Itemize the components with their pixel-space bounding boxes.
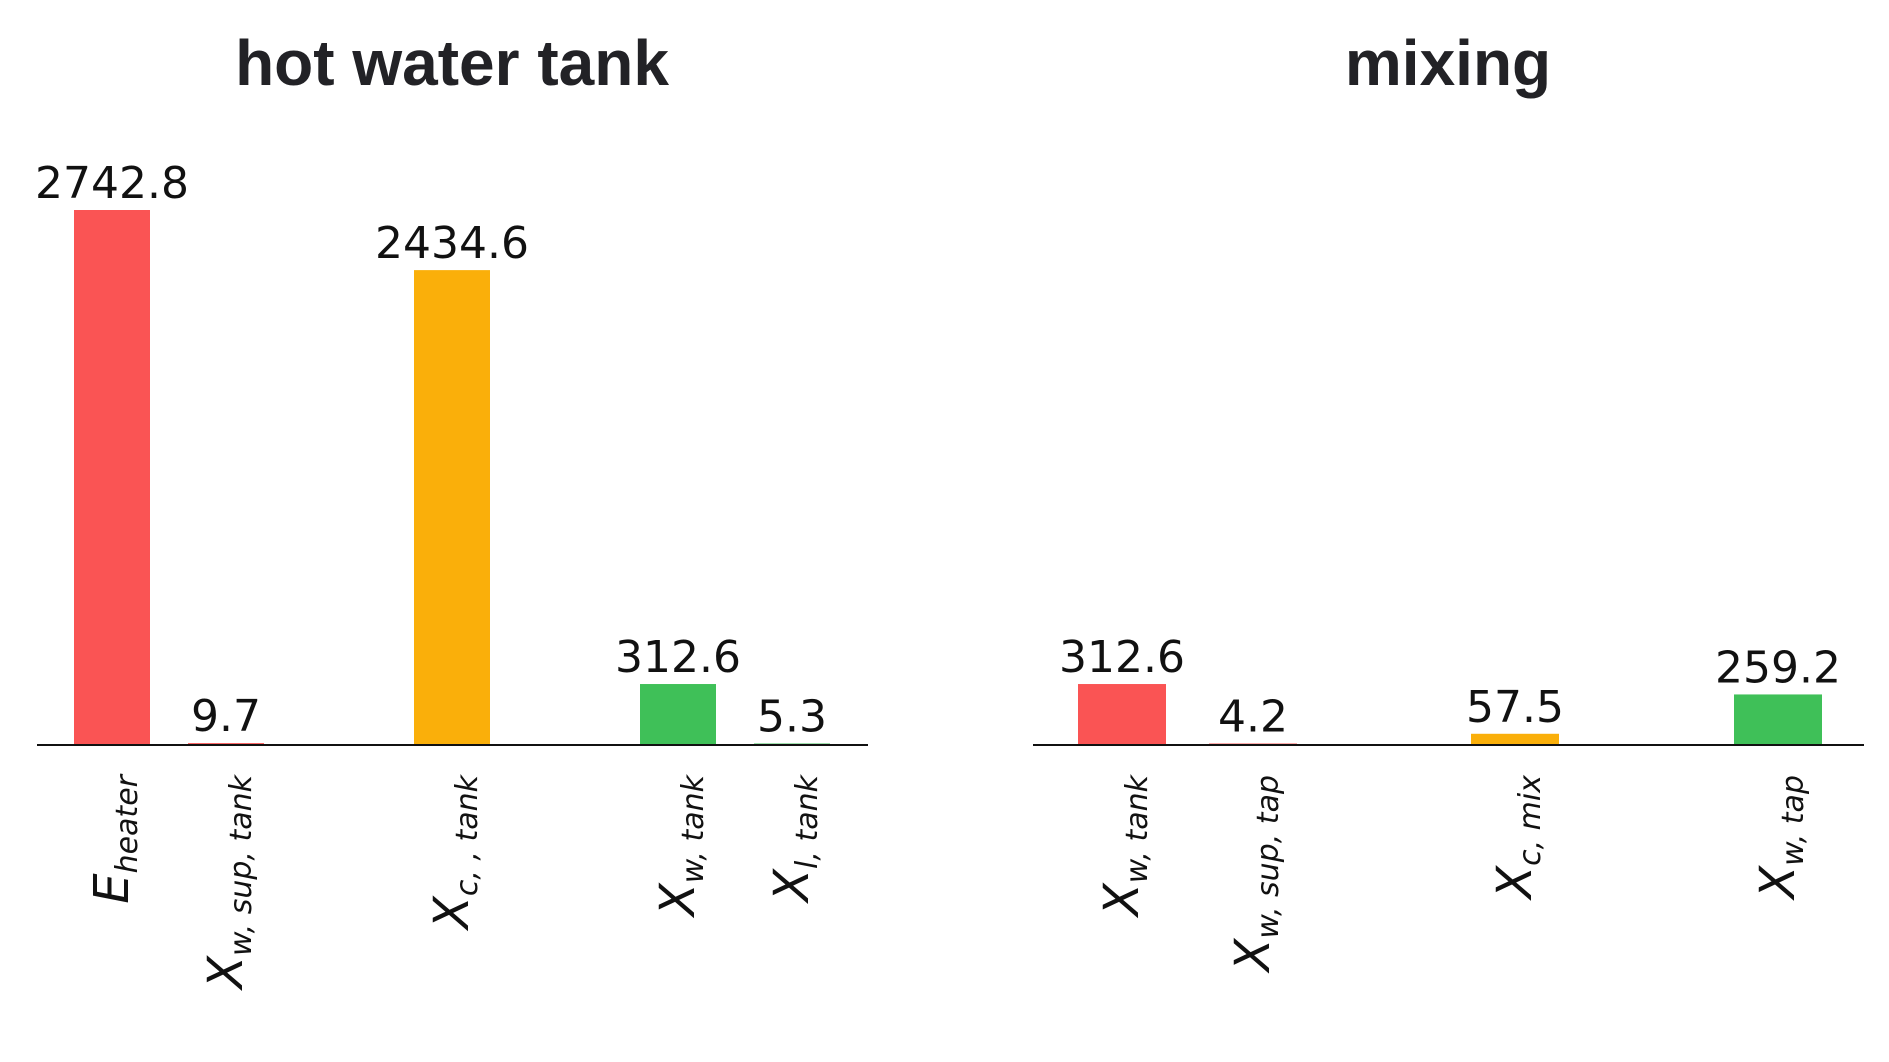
value-label: 5.3 [757,692,827,743]
value-label: 312.6 [1059,632,1185,683]
bars-group: 2742.8 Eheater 9.7 Xw, sup, tank 2434.6 Xc, ,… [35,158,830,992]
tick-label-main: E [84,873,140,904]
bar-e-heater [74,210,150,745]
tick-label: Xc, mix [1487,775,1548,902]
bar-x-w-tank [640,684,716,745]
tick-label: Xc, , tank [424,773,485,932]
panel-title: hot water tank [235,27,669,99]
value-label: 312.6 [615,632,741,683]
tick-label: Xw, tap [1750,775,1811,902]
tick-label-sub: c, mix [1513,775,1548,866]
tick-label: Eheater [84,773,145,903]
panel-title: mixing [1345,27,1551,99]
tick-label-main: X [1094,882,1150,919]
tick-label-main: X [1750,865,1806,902]
tick-label-sub: heater [110,773,145,873]
tick-label-sub: w, tap [1776,775,1811,866]
tick-label: Xw, tank [1094,773,1155,919]
bars-group: 312.6 Xw, tank 4.2 Xw, sup, tap 57.5 Xc, mix 2… [1059,632,1841,975]
tick-label-main: X [1225,938,1281,975]
bar-x-w-tank [1078,684,1166,745]
tick-label-main: X [1487,865,1543,902]
panel-mixing: mixing 312.6 Xw, tank 4.2 Xw, sup, tap 57.5 X… [1033,27,1864,975]
tick-label: Xw, sup, tank [198,773,259,991]
value-label: 4.2 [1218,692,1288,743]
value-label: 259.2 [1715,642,1841,693]
tick-label-sub: l, tank [790,773,825,869]
tick-label-sub: w, sup, tap [1251,775,1286,939]
tick-label-sub: c, , tank [450,773,485,896]
bar-x-c-mix [1471,733,1559,745]
tick-label: Xw, tank [650,773,711,919]
value-label: 9.7 [191,691,261,742]
value-label: 57.5 [1466,682,1564,733]
tick-label-main: X [650,882,706,919]
tick-label: Xl, tank [764,773,825,904]
value-label: 2434.6 [375,218,529,269]
bar-x-w-tap [1734,694,1822,745]
panel-hot-water-tank: hot water tank 2742.8 Eheater 9.7 Xw, sup, … [35,27,868,992]
tick-label: Xw, sup, tap [1225,775,1286,975]
tick-label-sub: w, tank [676,773,711,883]
tick-label-main: X [764,868,820,905]
tick-label-main: X [198,955,254,992]
bar-x-c-tank [414,270,490,745]
tick-label-main: X [424,895,480,932]
tick-label-sub: w, tank [1120,773,1155,883]
tick-label-sub: w, sup, tank [224,773,259,956]
value-label: 2742.8 [35,158,189,209]
